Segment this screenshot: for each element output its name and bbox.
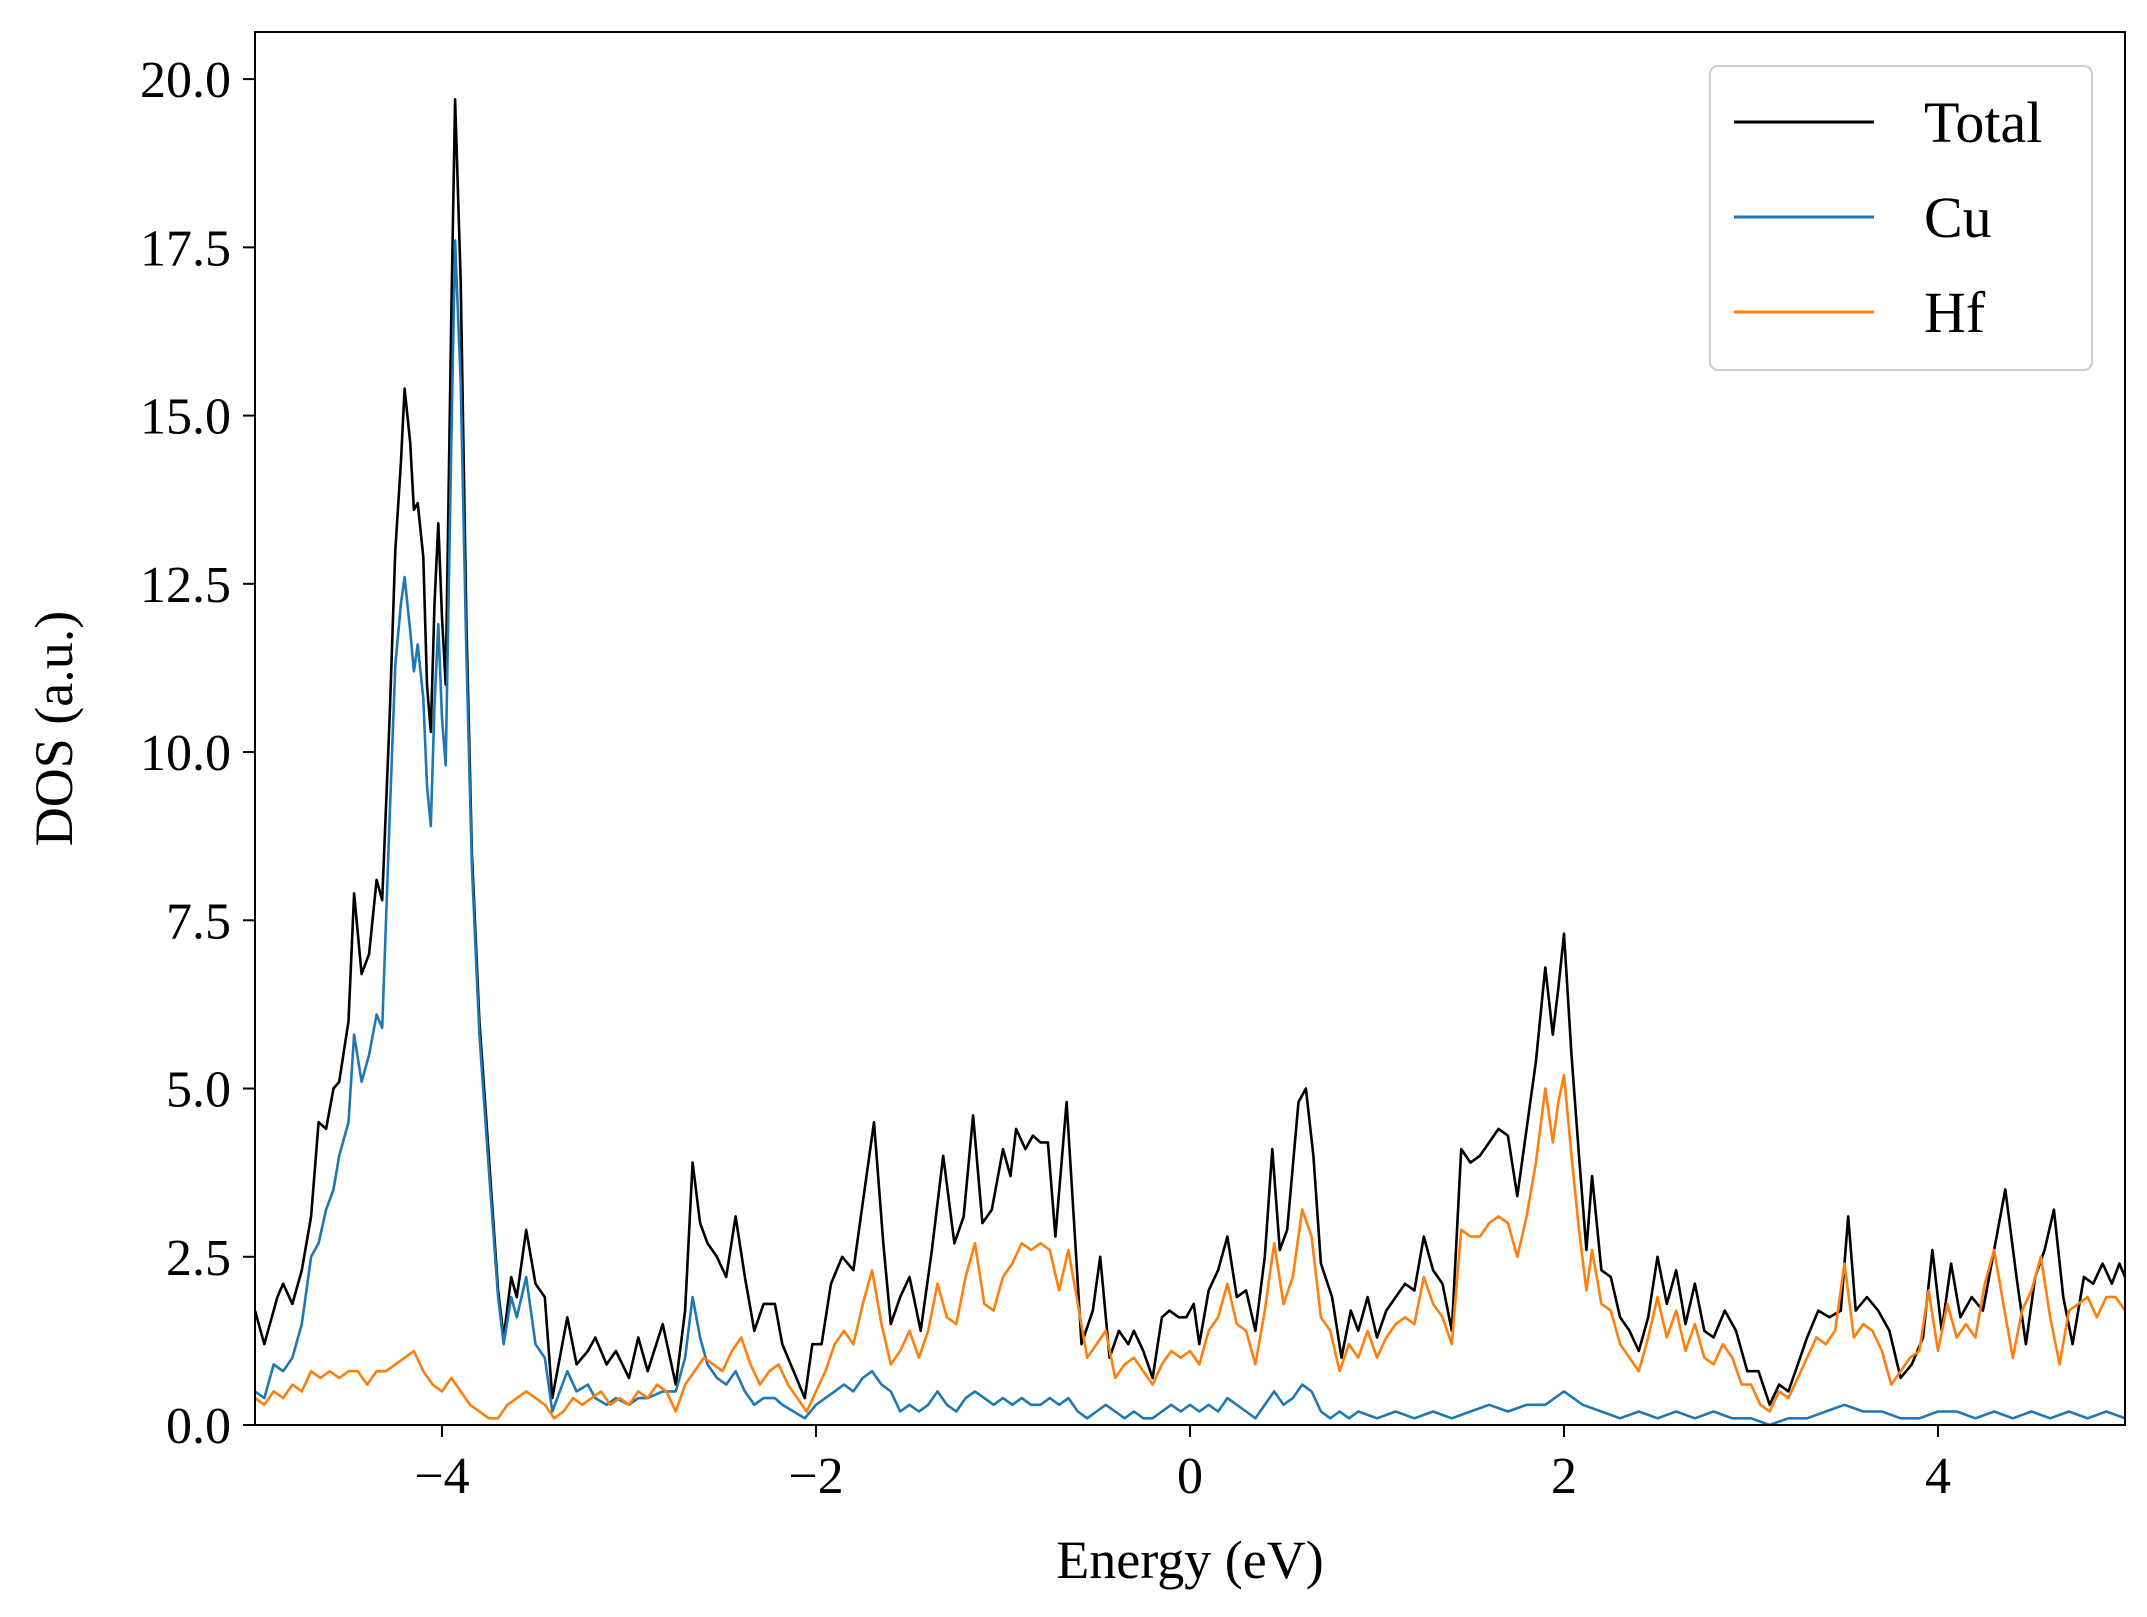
y-tick-label: 20.0 [140, 52, 231, 109]
legend-label-total: Total [1924, 90, 2042, 155]
y-tick-label: 15.0 [140, 389, 231, 446]
x-tick-label: 0 [1177, 1448, 1203, 1505]
x-axis-label: Energy (eV) [1056, 1530, 1323, 1590]
y-tick-label: 2.5 [166, 1230, 231, 1287]
series-line-hf [255, 1073, 2125, 1420]
x-tick-label: 2 [1551, 1448, 1577, 1505]
x-tick-label: 4 [1925, 1448, 1951, 1505]
legend-box [1709, 65, 2093, 371]
plot-lines [255, 98, 2125, 1425]
y-tick-label: 17.5 [140, 220, 231, 277]
y-tick-label: 5.0 [166, 1062, 231, 1119]
x-axis-ticks: −4 −2 0 2 4 [414, 1425, 1951, 1505]
plot-frame [254, 31, 2126, 1426]
y-tick-label: 10.0 [140, 725, 231, 782]
y-axis-label: DOS (a.u.) [24, 611, 84, 846]
legend-label-hf: Hf [1924, 280, 1986, 345]
legend: Total Cu Hf [1709, 65, 2093, 371]
y-tick-label: 12.5 [140, 557, 231, 614]
x-tick-label: −2 [788, 1448, 843, 1505]
x-tick-label: −4 [414, 1448, 469, 1505]
y-tick-label: 0.0 [166, 1398, 231, 1455]
y-tick-label: 7.5 [166, 893, 231, 950]
series-line-cu [255, 239, 2125, 1425]
y-axis-ticks: 0.0 2.5 5.0 7.5 10.0 12.5 15.0 17.5 20.0 [140, 52, 255, 1455]
legend-label-cu: Cu [1924, 185, 1992, 250]
